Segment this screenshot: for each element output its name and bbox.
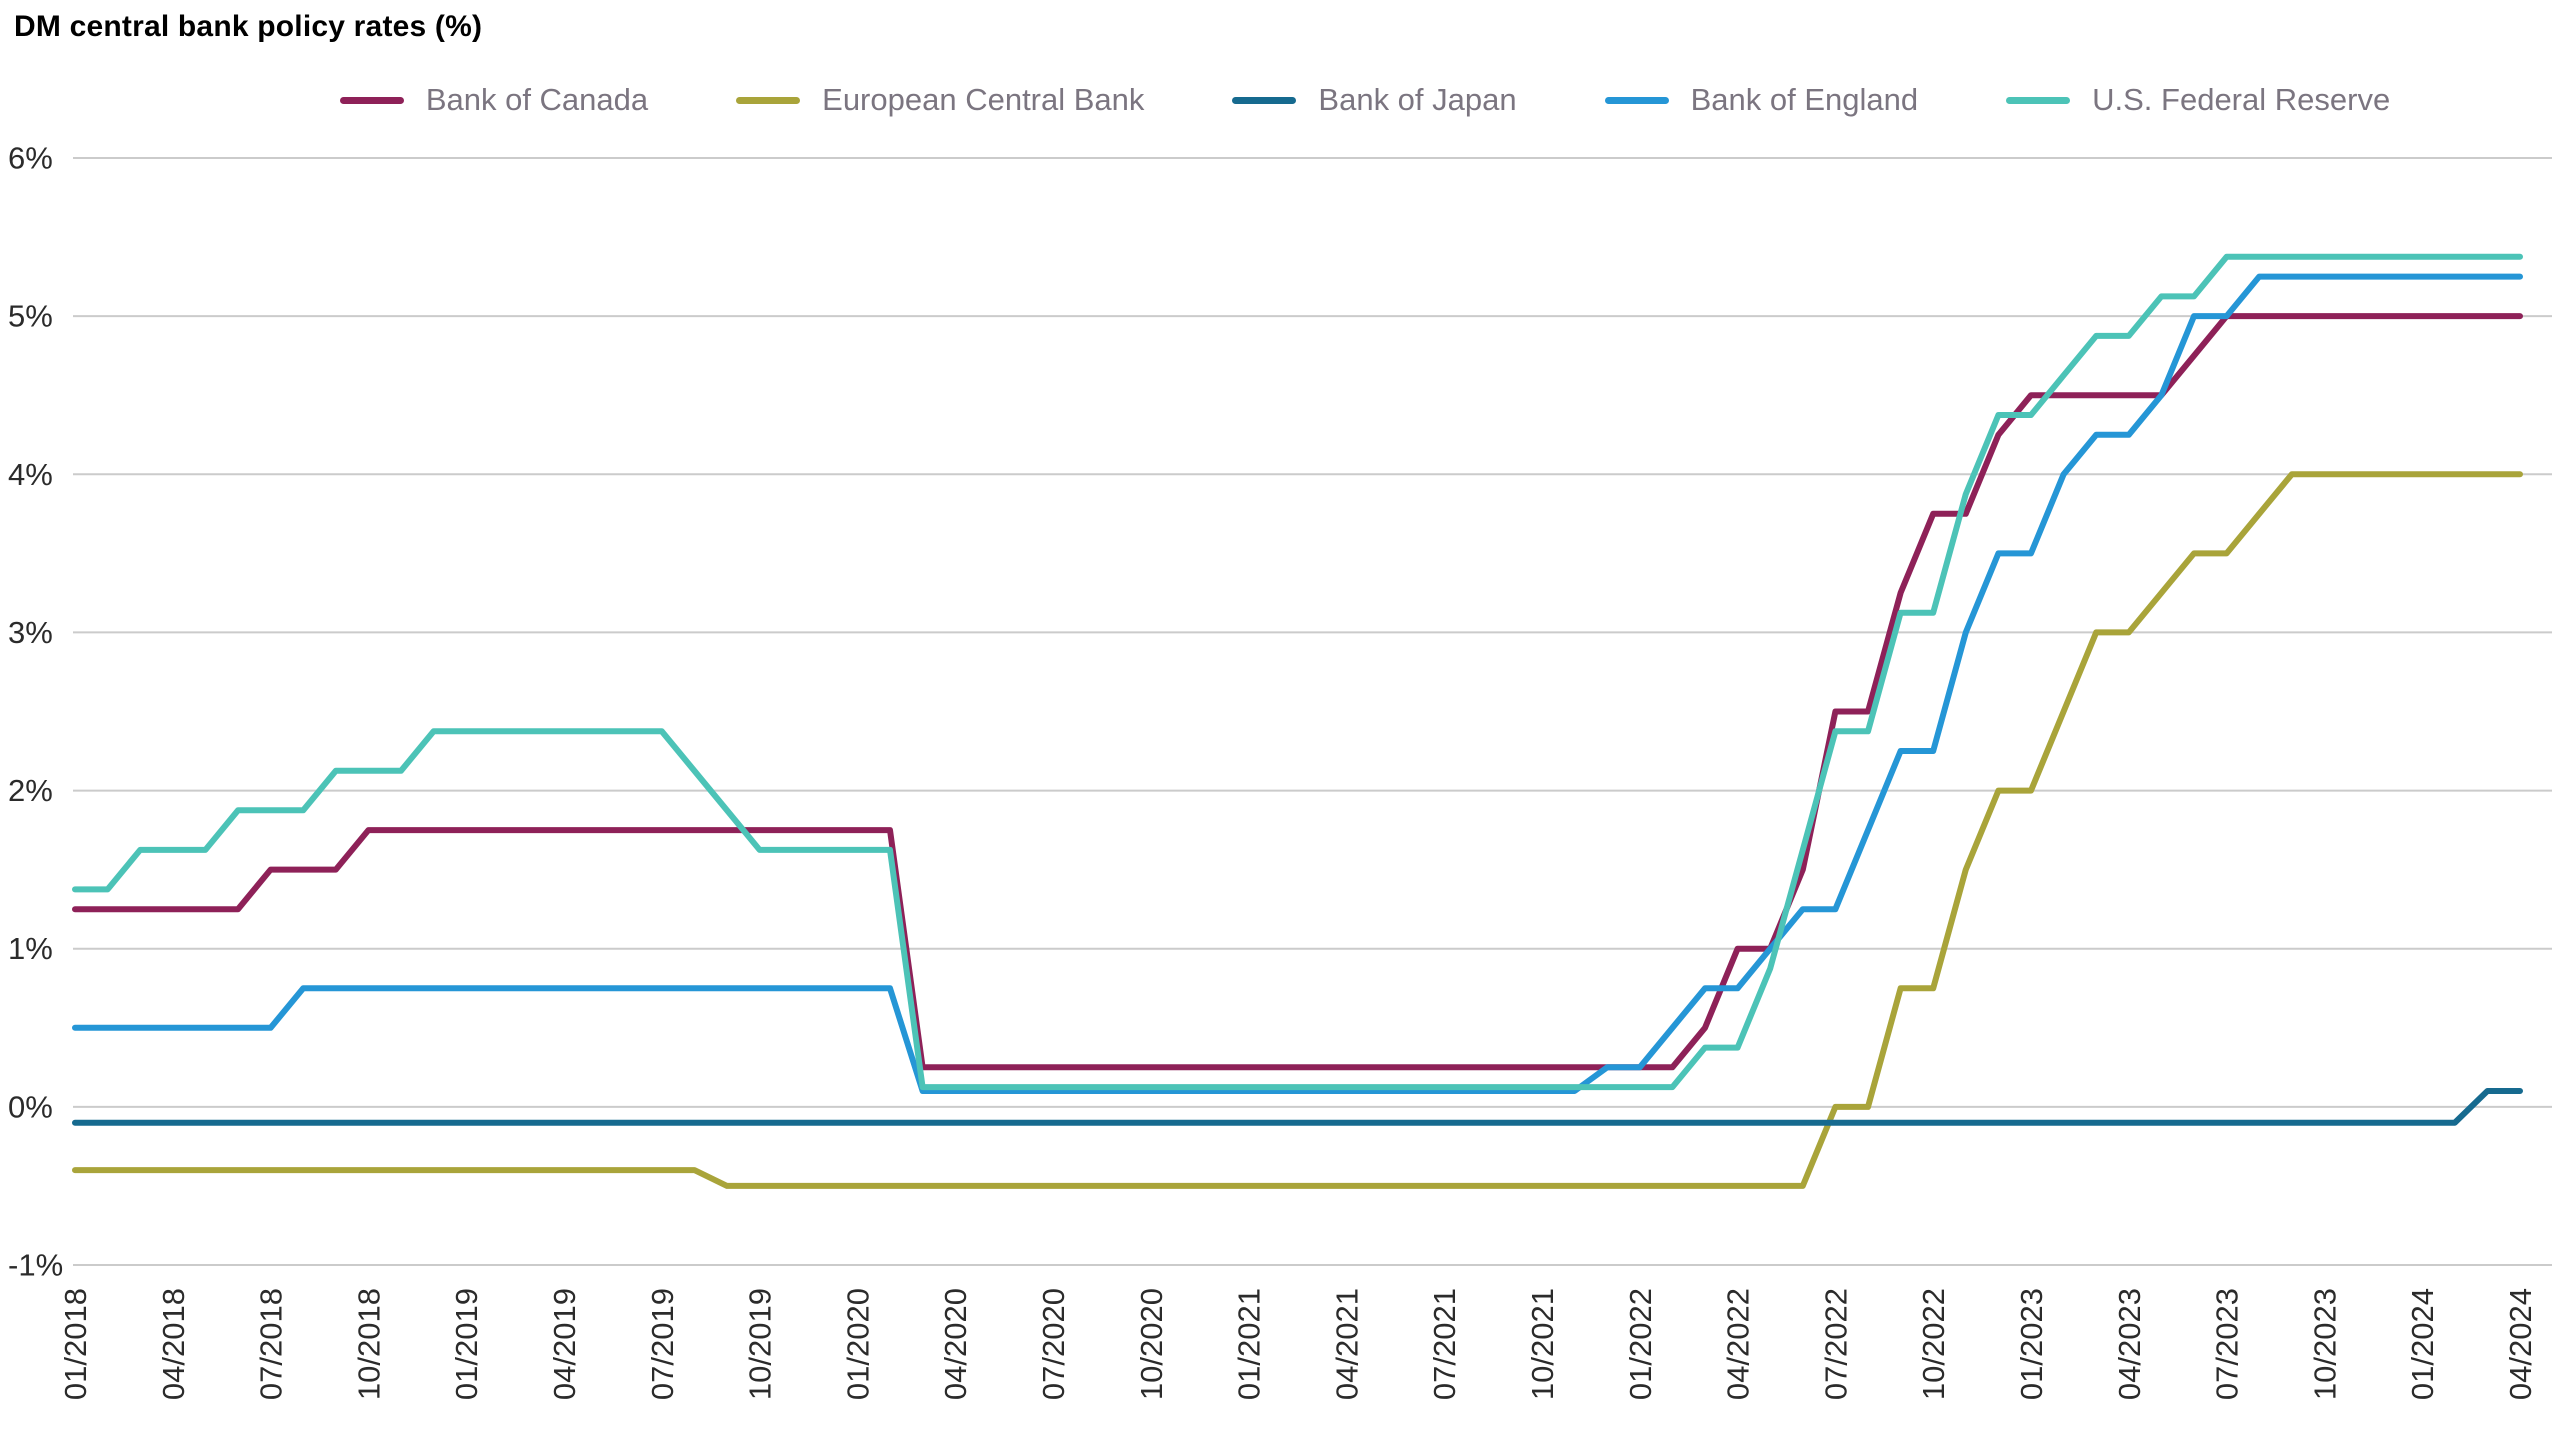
y-axis-tick-label: -1%: [8, 1248, 63, 1283]
x-axis-tick-label: 07/2018: [254, 1288, 289, 1400]
x-axis-tick-label: 01/2024: [2405, 1288, 2440, 1400]
x-axis-tick-label: 01/2019: [449, 1288, 484, 1400]
x-axis-tick-label: 04/2018: [156, 1288, 191, 1400]
legend-item: European Central Bank: [736, 82, 1144, 118]
series-line-bank-of-canada: [72, 313, 2523, 1071]
x-axis-tick-label: 04/2021: [1329, 1288, 1364, 1400]
x-axis-tick-label: 01/2020: [840, 1288, 875, 1400]
legend-swatch: [339, 96, 404, 104]
x-axis-tick-label: 04/2024: [2503, 1288, 2538, 1400]
series-line-u-s-federal-reserve: [72, 253, 2523, 1091]
x-axis-tick-label: 07/2019: [645, 1288, 680, 1400]
x-axis-tick-label: 04/2020: [938, 1288, 973, 1400]
x-axis-tick-label: 10/2019: [743, 1288, 778, 1400]
x-axis-tick-label: 07/2020: [1036, 1288, 1071, 1400]
x-axis-tick-label: 04/2023: [2112, 1288, 2147, 1400]
y-axis-tick-label: 6%: [8, 141, 53, 176]
y-axis-tick-label: 0%: [8, 1089, 53, 1124]
series-line-bank-of-japan: [72, 1088, 2523, 1126]
legend-item: Bank of Canada: [339, 82, 649, 118]
x-axis-tick-label: 01/2022: [1623, 1288, 1658, 1400]
chart-legend: Bank of Canada European Central Bank Bank …: [0, 82, 2560, 118]
x-axis-tick-label: 10/2018: [351, 1288, 386, 1400]
legend-label: Bank of England: [1690, 82, 1919, 117]
x-axis-tick-label: 04/2019: [547, 1288, 582, 1400]
y-axis-tick-label: 2%: [8, 773, 53, 808]
x-axis-tick-label: 07/2023: [2210, 1288, 2245, 1400]
x-axis-tick-label: 07/2021: [1427, 1288, 1462, 1400]
x-axis-tick-label: 01/2021: [1232, 1288, 1267, 1400]
x-axis-tick-label: 10/2021: [1525, 1288, 1560, 1400]
x-axis-tick-label: 10/2023: [2307, 1288, 2342, 1400]
legend-label: Bank of Canada: [425, 82, 649, 117]
y-axis-tick-label: 4%: [8, 457, 53, 492]
legend-label: European Central Bank: [822, 82, 1145, 117]
y-axis-tick-label: 3%: [8, 615, 53, 650]
x-axis-tick-label: 01/2018: [58, 1288, 93, 1400]
legend-item: Bank of Japan: [1232, 82, 1517, 118]
legend-swatch: [2006, 96, 2071, 104]
x-axis-tick-label: 07/2022: [1818, 1288, 1853, 1400]
x-axis-tick-label: 10/2020: [1134, 1288, 1169, 1400]
y-axis-tick-label: 1%: [8, 931, 53, 966]
legend-item: Bank of England: [1604, 82, 1919, 118]
x-axis-tick-label: 10/2022: [1916, 1288, 1951, 1400]
legend-item: U.S. Federal Reserve: [2006, 82, 2390, 118]
y-axis-tick-label: 5%: [8, 299, 53, 334]
legend-swatch: [1604, 96, 1669, 104]
x-axis-tick-label: 01/2023: [2014, 1288, 2049, 1400]
legend-swatch: [736, 96, 801, 104]
series-line-bank-of-england: [72, 273, 2523, 1094]
x-axis-tick-label: 04/2022: [1721, 1288, 1756, 1400]
legend-label: U.S. Federal Reserve: [2092, 82, 2391, 117]
legend-label: Bank of Japan: [1318, 82, 1517, 117]
chart-title: DM central bank policy rates (%): [14, 10, 483, 43]
legend-swatch: [1232, 96, 1297, 104]
series-line-european-central-bank: [72, 471, 2523, 1189]
